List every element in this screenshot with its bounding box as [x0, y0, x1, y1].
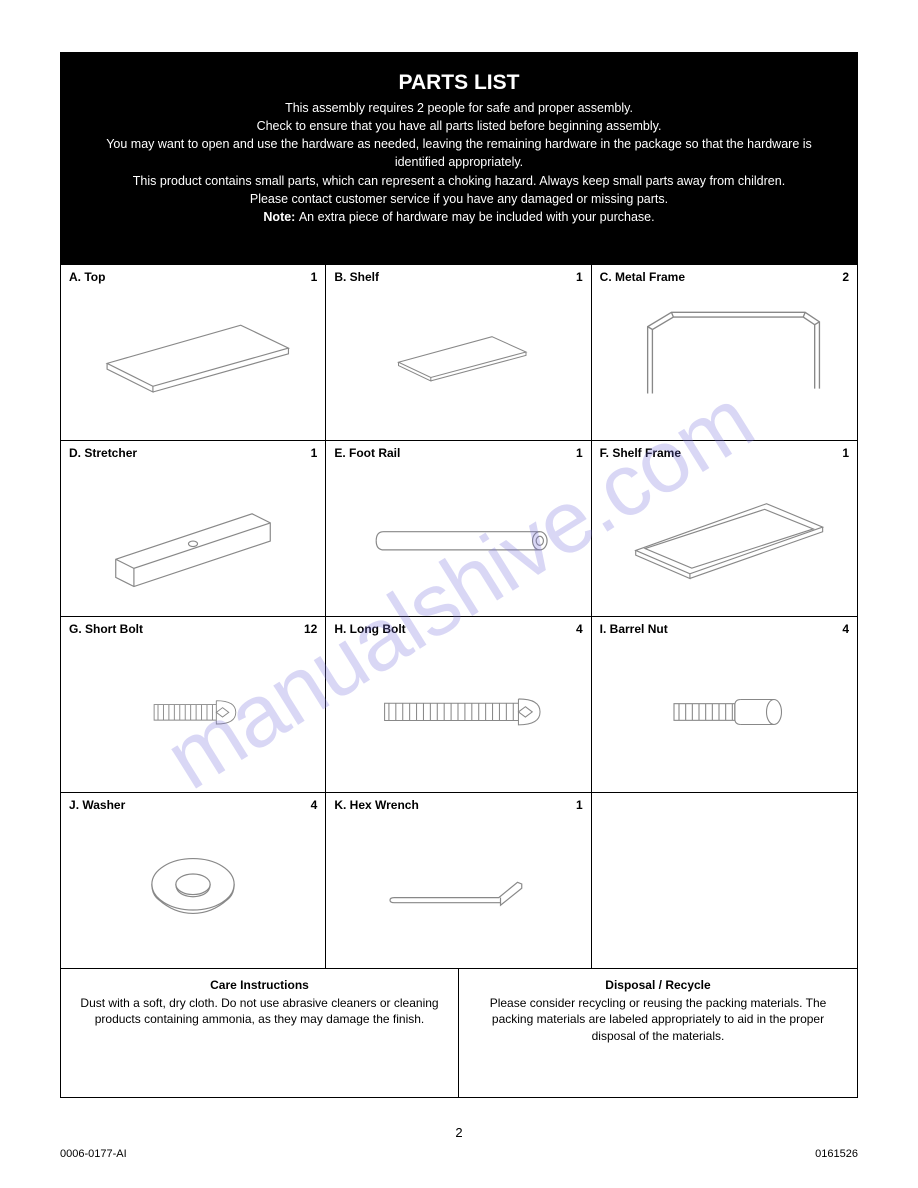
- part-qty: 4: [311, 799, 318, 812]
- part-label: J. Washer: [69, 799, 125, 812]
- header-line: Please contact customer service if you h…: [61, 190, 857, 208]
- disposal-title: Disposal / Recycle: [469, 977, 847, 993]
- page-frame: PARTS LIST This assembly requires 2 peop…: [60, 52, 858, 1098]
- footer-right: 0161526: [815, 1148, 858, 1160]
- header-line: This assembly requires 2 people for safe…: [61, 99, 857, 117]
- part-cell-j: J. Washer 4: [61, 793, 326, 969]
- header-line: Check to ensure that you have all parts …: [61, 117, 857, 135]
- part-qty: 1: [311, 447, 318, 460]
- part-qty: 1: [576, 271, 583, 284]
- header-note: Note: An extra piece of hardware may be …: [61, 208, 857, 226]
- bolt-short-icon: [69, 636, 317, 788]
- part-cell-k: K. Hex Wrench 1: [326, 793, 591, 969]
- page-number: 2: [455, 1125, 462, 1140]
- part-cell-i: I. Barrel Nut 4: [592, 617, 857, 793]
- part-qty: 1: [576, 447, 583, 460]
- part-label: C. Metal Frame: [600, 271, 685, 284]
- parts-grid: A. Top 1 B. Shelf 1: [61, 265, 857, 969]
- part-qty: 2: [842, 271, 849, 284]
- part-label: D. Stretcher: [69, 447, 137, 460]
- part-label: H. Long Bolt: [334, 623, 405, 636]
- hex-key-icon: [334, 812, 582, 964]
- header-line: identified appropriately.: [61, 153, 857, 171]
- header-line: This product contains small parts, which…: [61, 172, 857, 190]
- part-label: G. Short Bolt: [69, 623, 143, 636]
- board-small-icon: [334, 284, 582, 436]
- part-qty: 1: [311, 271, 318, 284]
- part-qty: 1: [842, 447, 849, 460]
- part-label: I. Barrel Nut: [600, 623, 668, 636]
- part-cell-h: H. Long Bolt 4: [326, 617, 591, 793]
- part-cell-a: A. Top 1: [61, 265, 326, 441]
- part-cell-g: G. Short Bolt 12: [61, 617, 326, 793]
- disposal-cell: Disposal / Recycle Please consider recyc…: [459, 969, 857, 1097]
- part-label: A. Top: [69, 271, 105, 284]
- round-bar-icon: [334, 460, 582, 612]
- u-frame-icon: [600, 284, 849, 436]
- empty-cell: [592, 793, 857, 969]
- care-body: Dust with a soft, dry cloth. Do not use …: [71, 995, 448, 1027]
- part-label: B. Shelf: [334, 271, 379, 284]
- board-large-icon: [69, 284, 317, 436]
- footer-left: 0006-0177-AI: [60, 1148, 127, 1160]
- footer: 0006-0177-AI 0161526: [60, 1148, 858, 1160]
- part-label: E. Foot Rail: [334, 447, 400, 460]
- part-cell-b: B. Shelf 1: [326, 265, 591, 441]
- part-cell-c: C. Metal Frame 2: [592, 265, 857, 441]
- header-title: PARTS LIST: [61, 71, 857, 95]
- disposal-body: Please consider recycling or reusing the…: [469, 995, 847, 1044]
- part-cell-e: E. Foot Rail 1: [326, 441, 591, 617]
- part-cell-f: F. Shelf Frame 1: [592, 441, 857, 617]
- header-line: You may want to open and use the hardwar…: [61, 135, 857, 153]
- square-bar-icon: [69, 460, 317, 612]
- care-cell: Care Instructions Dust with a soft, dry …: [61, 969, 459, 1097]
- header: PARTS LIST This assembly requires 2 peop…: [61, 53, 857, 265]
- part-qty: 4: [842, 623, 849, 636]
- part-label: F. Shelf Frame: [600, 447, 681, 460]
- part-label: K. Hex Wrench: [334, 799, 418, 812]
- part-qty: 12: [304, 623, 317, 636]
- washer-icon: [69, 812, 317, 964]
- care-title: Care Instructions: [71, 977, 448, 993]
- part-qty: 4: [576, 623, 583, 636]
- bolt-long-icon: [334, 636, 582, 788]
- part-qty: 1: [576, 799, 583, 812]
- bottom-row: Care Instructions Dust with a soft, dry …: [61, 969, 857, 1097]
- rect-frame-icon: [600, 460, 849, 612]
- barrel-nut-icon: [600, 636, 849, 788]
- part-cell-d: D. Stretcher 1: [61, 441, 326, 617]
